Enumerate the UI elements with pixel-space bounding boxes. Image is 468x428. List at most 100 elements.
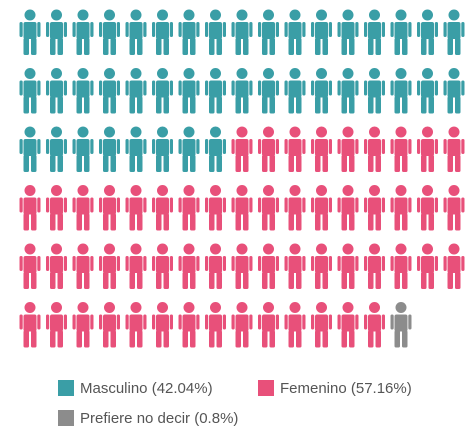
icon-arm [275,139,279,154]
icon-leg [296,272,302,289]
icon-arm [417,197,421,213]
icon-leg [216,272,222,289]
person-icon [231,126,253,172]
icon-leg [163,96,169,114]
icon-leg [375,272,381,289]
person-icon [364,185,385,231]
icon-torso [288,139,302,156]
icon-torso [50,256,63,273]
icon-arm [63,314,67,330]
icon-leg [296,38,302,55]
icon-leg [209,213,215,231]
icon-arm [99,80,103,96]
person-icon [72,185,94,231]
icon-leg [262,38,268,55]
icon-head [210,68,221,79]
icon-torso [156,256,169,273]
icon-leg [57,38,63,55]
icon-arm [381,314,385,330]
icon-leg [368,272,374,289]
icon-head [210,126,221,138]
icon-arm [19,197,23,213]
icon-arm [125,139,129,154]
icon-head [395,302,407,313]
icon-torso [447,139,461,156]
icon-head [263,243,274,255]
icon-arm [364,314,368,330]
icon-leg [368,96,374,114]
person-icon [46,243,67,289]
person-icon [46,68,67,114]
icon-head [130,9,142,21]
icon-arm [99,256,103,271]
icon-arm [249,139,253,154]
icon-arm [72,80,76,96]
person-icon [443,9,465,55]
person-icon [390,68,412,114]
icon-leg [288,272,294,289]
icon-arm [19,256,23,271]
person-icon [19,9,41,55]
icon-leg [447,272,453,289]
icon-arm [222,314,226,330]
icon-arm [381,139,385,154]
icon-leg [402,330,408,348]
icon-head [157,9,168,21]
icon-leg [341,38,347,55]
icon-head [157,68,168,79]
icon-arm [37,197,41,213]
icon-arm [205,314,209,330]
icon-arm [205,197,209,213]
icon-leg [288,213,294,231]
icon-arm [72,197,76,213]
icon-leg [57,155,63,172]
icon-arm [46,80,50,96]
icon-torso [368,22,381,39]
icon-leg [182,213,188,231]
icon-torso [394,22,408,39]
icon-arm [337,80,341,96]
person-icon [72,302,94,348]
legend-swatch [58,380,74,396]
icon-leg [84,96,90,114]
icon-leg [216,96,222,114]
person-icon [390,243,412,289]
icon-torso [76,22,90,39]
icon-leg [50,155,56,172]
icon-leg [349,330,355,348]
icon-head [369,302,380,313]
icon-arm [390,256,394,271]
icon-arm [417,80,421,96]
icon-leg [322,96,328,114]
icon-arm [152,22,156,37]
icon-leg [296,155,302,172]
icon-head [24,185,36,196]
icon-arm [381,22,385,37]
icon-leg [368,213,374,231]
person-icon [46,9,67,55]
icon-leg [216,38,222,55]
icon-arm [249,22,253,37]
icon-arm [311,80,315,96]
icon-leg [235,155,241,172]
icon-arm [178,197,182,213]
icon-arm [46,22,50,37]
person-icon [443,126,465,172]
icon-leg [243,330,249,348]
icon-arm [196,80,200,96]
icon-arm [72,256,76,271]
icon-arm [302,22,306,37]
legend-label: Femenino (57.16%) [280,380,412,397]
icon-head [157,243,168,255]
icon-head [104,302,115,313]
icon-leg [296,213,302,231]
icon-arm [99,22,103,37]
icon-arm [302,314,306,330]
icon-leg [394,155,400,172]
icon-arm [125,314,129,330]
icon-arm [72,139,76,154]
icon-arm [408,256,412,271]
person-icon [390,9,412,55]
icon-leg [50,96,56,114]
icon-arm [37,22,41,37]
